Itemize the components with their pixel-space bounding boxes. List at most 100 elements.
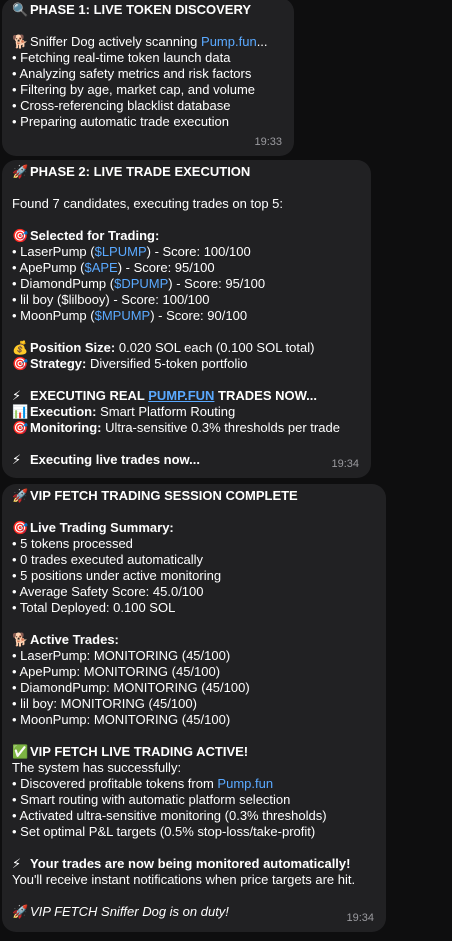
message-line: 🔍 PHASE 1: LIVE TOKEN DISCOVERY <box>12 2 284 18</box>
blank-line <box>12 840 376 856</box>
message-text: Active Trades: <box>30 632 119 647</box>
message-line: • DiamondPump: MONITORING (45/100) <box>12 680 376 696</box>
message-line: ⚡ Executing live trades now... <box>12 452 361 468</box>
message-line: 🚀 PHASE 2: LIVE TRADE EXECUTION <box>12 164 361 180</box>
message-line: • Set optimal P&L targets (0.5% stop-los… <box>12 824 376 840</box>
message-line: Found 7 candidates, executing trades on … <box>12 196 361 212</box>
message-line: • 5 tokens processed <box>12 536 376 552</box>
message-text: VIP FETCH LIVE TRADING ACTIVE! <box>30 744 249 759</box>
message-text: Monitoring: <box>30 420 102 435</box>
message-line: • DiamondPump ($DPUMP) - Score: 95/100 <box>12 276 361 292</box>
message-text: • Cross-referencing blacklist database <box>12 98 231 113</box>
lightning-icon: ⚡ <box>12 388 22 403</box>
message-text: Ultra-sensitive 0.3% thresholds per trad… <box>101 420 340 435</box>
message-text: • Set optimal P&L targets (0.5% stop-los… <box>12 824 316 839</box>
message-line: • 0 trades executed automatically <box>12 552 376 568</box>
message-text: Live Trading Summary: <box>30 520 174 535</box>
lightning-icon: ⚡ <box>12 452 22 467</box>
dog-icon: 🐕 <box>12 34 29 49</box>
message-line: • Activated ultra-sensitive monitoring (… <box>12 808 376 824</box>
message-text: Position Size: <box>30 340 116 355</box>
message-bubble-phase-2: 🚀 PHASE 2: LIVE TRADE EXECUTION Found 7 ca… <box>2 160 371 478</box>
message-text: • Discovered profitable tokens from <box>12 776 218 791</box>
message-text: Diversified 5-token portfolio <box>86 356 248 371</box>
message-line: • Fetching real-time token launch data <box>12 50 284 66</box>
inline-link[interactable]: PUMP.FUN <box>148 388 215 403</box>
message-line: 🎯 Live Trading Summary: <box>12 520 376 536</box>
magnifier-icon: 🔍 <box>12 2 29 17</box>
message-text: TRADES NOW... <box>214 388 317 403</box>
message-line: • Average Safety Score: 45.0/100 <box>12 584 376 600</box>
rocket-icon: 🚀 <box>12 904 29 919</box>
inline-link[interactable]: $LPUMP <box>94 244 147 259</box>
message-text: ) - Score: 95/100 <box>117 260 215 275</box>
message-bubble-phase-1: 🔍 PHASE 1: LIVE TOKEN DISCOVERY 🐕 Sniffer D… <box>2 0 294 156</box>
message-timestamp: 19:34 <box>331 458 359 470</box>
message-line: ⚡ Your trades are now being monitored aut… <box>12 856 376 872</box>
blank-line <box>12 504 376 520</box>
blank-line <box>12 616 376 632</box>
message-line: 🐕 Sniffer Dog actively scanning Pump.fun.… <box>12 34 284 50</box>
target-icon: 🎯 <box>12 356 29 371</box>
blank-line <box>12 180 361 196</box>
message-line: • Total Deployed: 0.100 SOL <box>12 600 376 616</box>
message-line: 🚀 VIP FETCH Sniffer Dog is on duty! <box>12 904 376 920</box>
message-line: • LaserPump ($LPUMP) - Score: 100/100 <box>12 244 361 260</box>
inline-link[interactable]: $DPUMP <box>114 276 169 291</box>
message-line: • ApePump ($APE) - Score: 95/100 <box>12 260 361 276</box>
message-text: Strategy: <box>30 356 87 371</box>
target-icon: 🎯 <box>12 520 29 535</box>
message-text: Found 7 candidates, executing trades on … <box>12 196 284 211</box>
message-line: 🎯 Strategy: Diversified 5-token portfolio <box>12 356 361 372</box>
chart-icon: 📊 <box>12 404 29 419</box>
message-text: • 5 tokens processed <box>12 536 133 551</box>
inline-link[interactable]: Pump.fun <box>217 776 274 791</box>
message-text: • DiamondPump ( <box>12 276 115 291</box>
message-text: PHASE 2: LIVE TRADE EXECUTION <box>30 164 251 179</box>
message-line: 🐕 Active Trades: <box>12 632 376 648</box>
message-text: • 0 trades executed automatically <box>12 552 203 567</box>
rocket-icon: 🚀 <box>12 164 29 179</box>
message-line: • MoonPump: MONITORING (45/100) <box>12 712 376 728</box>
blank-line <box>12 728 376 744</box>
inline-link[interactable]: $MPUMP <box>94 308 151 323</box>
message-text: • Filtering by age, market cap, and volu… <box>12 82 256 97</box>
message-line: • Smart routing with automatic platform … <box>12 792 376 808</box>
message-line: • MoonPump ($MPUMP) - Score: 90/100 <box>12 308 361 324</box>
blank-line <box>12 372 361 388</box>
message-line: • Discovered profitable tokens from Pump… <box>12 776 376 792</box>
message-line: 💰 Position Size: 0.020 SOL each (0.100 SO… <box>12 340 361 356</box>
message-text: ) - Score: 100/100 <box>146 244 251 259</box>
message-text: • LaserPump ( <box>12 244 95 259</box>
inline-link[interactable]: $APE <box>84 260 118 275</box>
blank-line <box>12 324 361 340</box>
message-text: • Activated ultra-sensitive monitoring (… <box>12 808 327 823</box>
message-line: • lil boy: MONITORING (45/100) <box>12 696 376 712</box>
inline-link[interactable]: Pump.fun <box>201 34 257 49</box>
message-line: You'll receive instant notifications whe… <box>12 872 376 888</box>
message-text: The system has successfully: <box>12 760 182 775</box>
message-line: 🎯 Monitoring: Ultra-sensitive 0.3% thresh… <box>12 420 361 436</box>
message-timestamp: 19:33 <box>254 136 282 148</box>
message-line: The system has successfully: <box>12 760 376 776</box>
message-line: • Preparing automatic trade execution <box>12 114 284 130</box>
message-text: Smart Platform Routing <box>96 404 236 419</box>
message-text: • Preparing automatic trade execution <box>12 114 230 129</box>
message-text: • lil boy ($lilbooy) - Score: 100/100 <box>12 292 210 307</box>
rocket-icon: 🚀 <box>12 488 29 503</box>
message-text: 0.020 SOL each (0.100 SOL total) <box>115 340 315 355</box>
message-line: • Filtering by age, market cap, and volu… <box>12 82 284 98</box>
blank-line <box>12 436 361 452</box>
message-text: • Fetching real-time token launch data <box>12 50 231 65</box>
message-line: • LaserPump: MONITORING (45/100) <box>12 648 376 664</box>
message-line: • 5 positions under active monitoring <box>12 568 376 584</box>
message-line: • Analyzing safety metrics and risk fact… <box>12 66 284 82</box>
message-line: • lil boy ($lilbooy) - Score: 100/100 <box>12 292 361 308</box>
message-text: ) - Score: 90/100 <box>150 308 248 323</box>
message-text: Selected for Trading: <box>30 228 160 243</box>
message-timestamp: 19:34 <box>346 912 374 924</box>
message-text: • DiamondPump: MONITORING (45/100) <box>12 680 250 695</box>
message-text: • MoonPump ( <box>12 308 95 323</box>
message-text: • lil boy: MONITORING (45/100) <box>12 696 197 711</box>
message-text: • ApePump ( <box>12 260 85 275</box>
